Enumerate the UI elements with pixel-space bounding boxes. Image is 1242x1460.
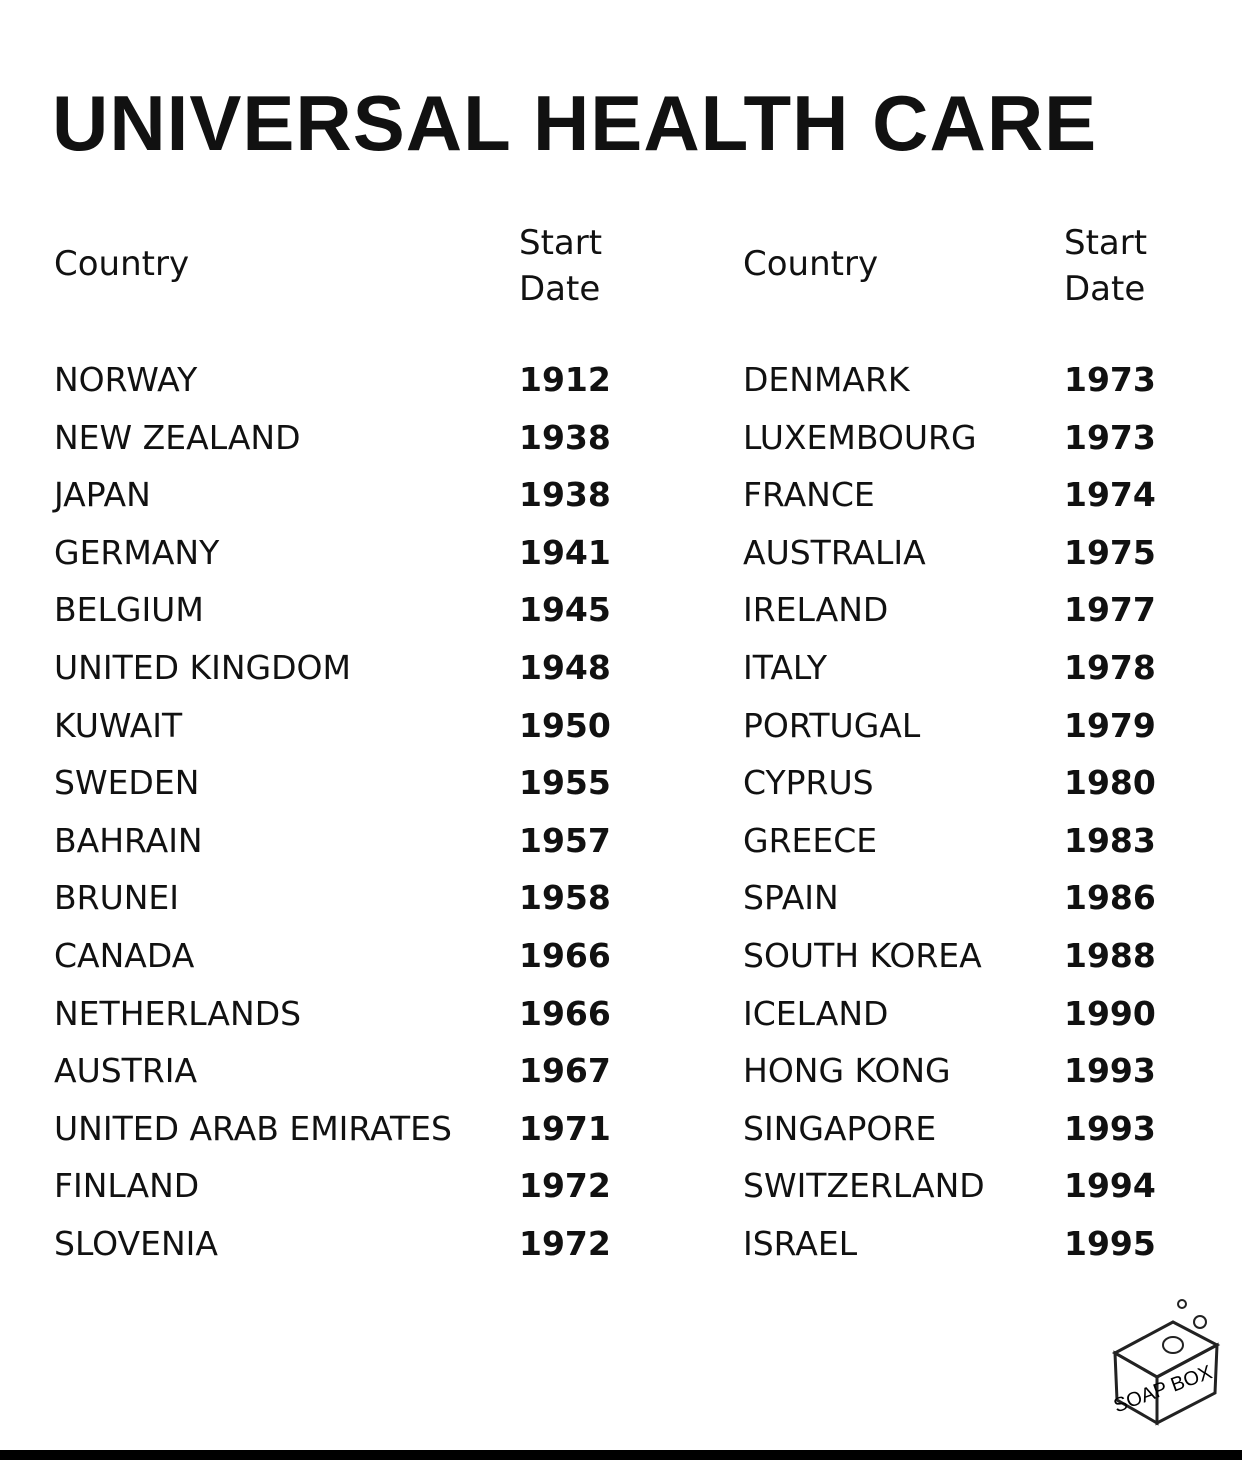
start-year: 1912 xyxy=(519,360,611,399)
country: ISRAEL xyxy=(743,1224,858,1263)
bottom-bar xyxy=(0,1450,1242,1460)
header-cell: Country xyxy=(54,244,190,284)
header-cell: Country xyxy=(743,244,879,284)
country: ITALY xyxy=(743,648,828,687)
country: NEW ZEALAND xyxy=(54,417,301,457)
country: AUSTRALIA xyxy=(743,532,926,572)
start-year: 1941 xyxy=(519,532,611,572)
start-year: 1974 xyxy=(1064,475,1156,515)
country: BRUNEI xyxy=(54,878,179,918)
country: DENMARK xyxy=(743,360,910,399)
start-year: 1972 xyxy=(519,1166,611,1206)
country: SOUTH KOREA xyxy=(743,936,982,975)
start-year: 1975 xyxy=(1064,532,1156,572)
start-year: 1950 xyxy=(519,705,611,745)
country: JAPAN xyxy=(54,475,151,515)
start-year: 1978 xyxy=(1064,648,1156,687)
country: NORWAY xyxy=(54,360,198,399)
country: BAHRAIN xyxy=(54,820,203,860)
start-year: 1966 xyxy=(519,993,611,1033)
start-year: 1966 xyxy=(519,936,611,975)
header-cell: Start Date xyxy=(519,223,603,309)
start-year: 1983 xyxy=(1064,820,1156,860)
start-year: 1957 xyxy=(519,820,611,860)
country: LUXEMBOURG xyxy=(743,417,977,457)
start-year: 1938 xyxy=(519,417,611,457)
country: SWEDEN xyxy=(54,763,200,803)
country: PORTUGAL xyxy=(743,705,921,745)
country: CANADA xyxy=(54,936,195,975)
country: SINGAPORE xyxy=(743,1108,937,1148)
start-year: 1972 xyxy=(519,1224,611,1263)
header-cell: Start Date xyxy=(1064,223,1148,309)
start-year: 1948 xyxy=(519,648,611,687)
country: GREECE xyxy=(743,820,878,860)
country: SPAIN xyxy=(743,878,839,918)
country: FINLAND xyxy=(54,1166,200,1206)
start-year: 1986 xyxy=(1064,878,1156,918)
start-year: 1955 xyxy=(519,763,611,803)
start-year: 1995 xyxy=(1064,1224,1156,1263)
start-year: 1958 xyxy=(519,878,611,918)
country: BELGIUM xyxy=(54,590,204,630)
start-year: 1993 xyxy=(1064,1051,1156,1091)
start-year: 1938 xyxy=(519,475,611,515)
logo-text: SOAP BOX xyxy=(1111,1361,1215,1417)
start-year: 1990 xyxy=(1064,993,1156,1033)
start-year: 1945 xyxy=(519,590,611,630)
country: UNITED KINGDOM xyxy=(54,648,351,687)
start-year: 1993 xyxy=(1064,1108,1156,1148)
country: AUSTRIA xyxy=(54,1051,198,1091)
start-year: 1977 xyxy=(1064,590,1156,630)
start-year: 1988 xyxy=(1064,936,1156,975)
country: HONG KONG xyxy=(743,1051,951,1091)
country: KUWAIT xyxy=(54,705,183,745)
country: IRELAND xyxy=(743,590,889,630)
logo: SOAP BOX xyxy=(1111,1299,1221,1426)
country: CYPRUS xyxy=(743,763,874,803)
start-year: 1979 xyxy=(1064,705,1156,745)
start-year: 1973 xyxy=(1064,417,1156,457)
country: FRANCE xyxy=(743,475,875,515)
country: SLOVENIA xyxy=(54,1224,218,1263)
country: UNITED ARAB EMIRATES xyxy=(54,1108,452,1148)
start-year: 1980 xyxy=(1064,763,1156,803)
start-year: 1973 xyxy=(1064,360,1156,399)
start-year: 1971 xyxy=(519,1108,611,1148)
start-year: 1994 xyxy=(1064,1166,1156,1206)
country: SWITZERLAND xyxy=(743,1166,985,1206)
country: ICELAND xyxy=(743,993,889,1033)
country: GERMANY xyxy=(54,532,220,572)
title: UNIVERSAL HEALTH CARE xyxy=(52,79,1098,167)
start-year: 1967 xyxy=(519,1051,611,1091)
country: NETHERLANDS xyxy=(54,993,302,1033)
